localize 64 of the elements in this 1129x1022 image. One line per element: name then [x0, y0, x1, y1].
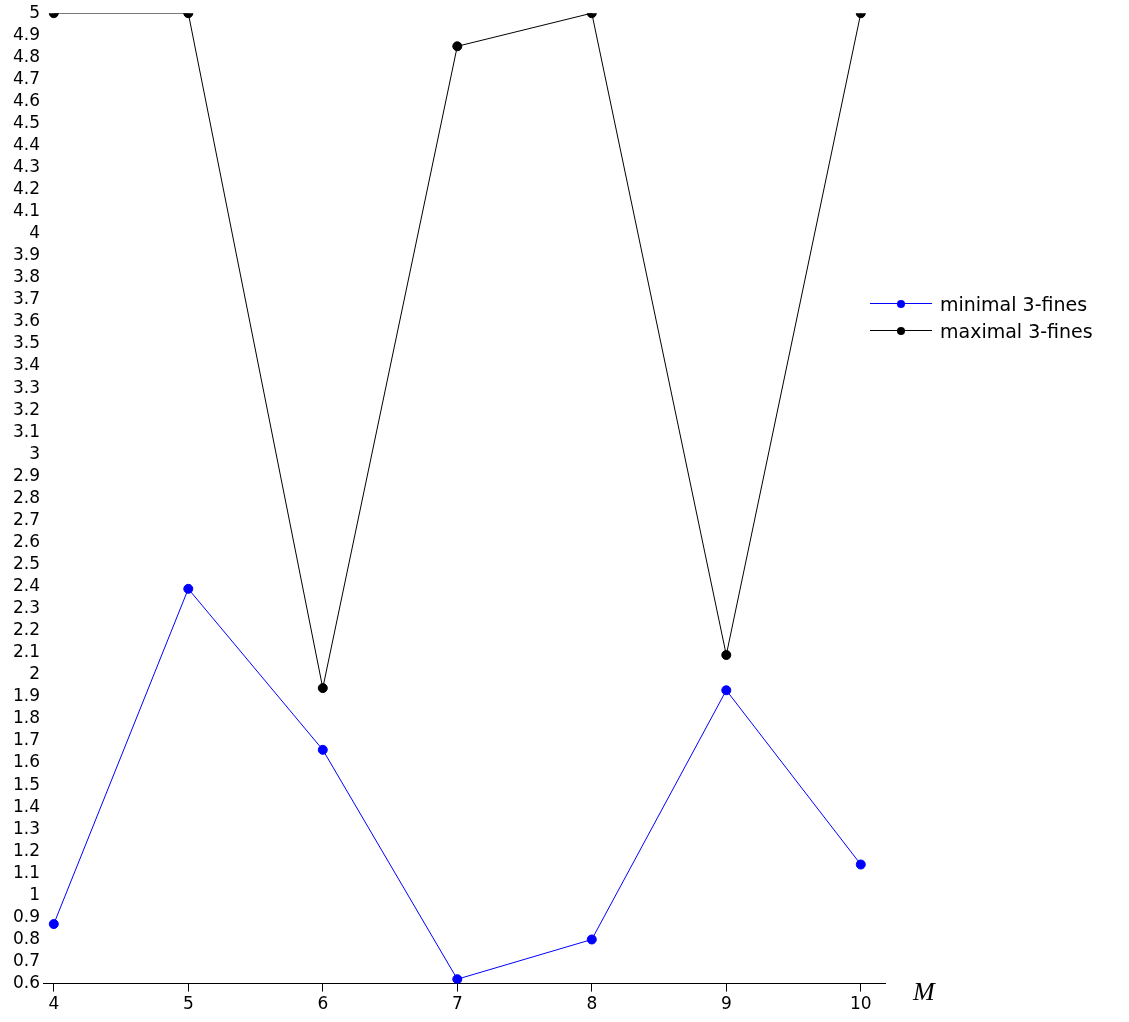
y-tick-label: 2.1 — [12, 641, 41, 662]
y-tick-label: 4.8 — [12, 45, 41, 66]
y-tick-label: 4.7 — [12, 67, 41, 88]
y-tick-label: 0.8 — [12, 927, 41, 948]
y-tick-label: 2.3 — [12, 597, 41, 618]
y-tick-label: 1.9 — [12, 685, 41, 706]
x-tick-label: 6 — [317, 993, 329, 1014]
y-tick-label: 4.5 — [12, 111, 41, 132]
y-tick-label: 4.9 — [12, 23, 41, 44]
y-tick-label: 0.9 — [12, 905, 41, 926]
y-tick-label: 2.8 — [12, 486, 41, 507]
y-tick-label: 4.1 — [12, 200, 41, 221]
y-tick-label: 1.3 — [12, 817, 41, 838]
y-tick-label: 2.6 — [12, 530, 41, 551]
point — [452, 974, 463, 984]
y-tick-label: 2.2 — [12, 619, 41, 640]
y-tick-label: 1.6 — [12, 751, 41, 772]
x-tick-label: 10 — [849, 993, 872, 1014]
point — [721, 685, 732, 696]
x-axis-title: M — [912, 977, 936, 1007]
y-tick-label: 3 — [29, 442, 41, 463]
y-tick-label: 4.2 — [12, 178, 41, 199]
point — [48, 919, 59, 930]
y-tick-label: 1.5 — [12, 773, 41, 794]
y-tick-label: 5 — [29, 1, 41, 22]
y-tick-label: 1.8 — [12, 707, 41, 728]
x-tick-label: 9 — [720, 993, 732, 1014]
y-tick-label: 4.4 — [12, 133, 41, 154]
y-tick-label: 2.4 — [12, 575, 41, 596]
point — [855, 859, 866, 870]
y-tick-label: 1.2 — [12, 839, 41, 860]
y-tick-label: 0.6 — [12, 972, 41, 993]
point — [317, 683, 328, 694]
legend-label: maximal 3-fines — [940, 319, 1093, 342]
point — [721, 649, 732, 660]
y-tick-label: 4 — [29, 222, 41, 243]
legend-label: minimal 3-fines — [940, 292, 1088, 315]
y-tick-label: 3.1 — [12, 420, 41, 441]
y-tick-label: 1.7 — [12, 729, 41, 750]
y-tick-label: 3.6 — [12, 310, 41, 331]
y-tick-label: 1.1 — [12, 861, 41, 882]
point — [317, 744, 328, 755]
y-tick-label: 2.5 — [12, 552, 41, 573]
x-tick-label: 7 — [451, 993, 463, 1014]
y-tick-label: 3.7 — [12, 288, 41, 309]
y-tick-label: 3.2 — [12, 398, 41, 419]
y-tick-label: 1 — [29, 883, 41, 904]
x-tick-label: 4 — [48, 993, 60, 1014]
y-tick-label: 2 — [29, 663, 41, 684]
y-tick-label: 2.9 — [12, 464, 41, 485]
y-tick-label: 3.5 — [12, 332, 41, 353]
y-tick-label: 4.3 — [12, 156, 41, 176]
y-tick-label: 2.7 — [12, 508, 41, 529]
y-tick-label: 3.3 — [12, 376, 41, 397]
y-tick-label: 4.6 — [12, 89, 41, 110]
point — [586, 934, 597, 945]
y-tick-label: 1.4 — [12, 795, 41, 816]
x-tick-label: 8 — [586, 993, 598, 1014]
y-tick-label: 0.7 — [12, 949, 41, 970]
x-tick-label: 5 — [182, 993, 194, 1014]
y-tick-label: 3.8 — [12, 266, 41, 287]
y-tick-label: 3.4 — [12, 354, 41, 375]
y-tick-label: 3.9 — [12, 244, 41, 265]
point — [183, 583, 194, 594]
